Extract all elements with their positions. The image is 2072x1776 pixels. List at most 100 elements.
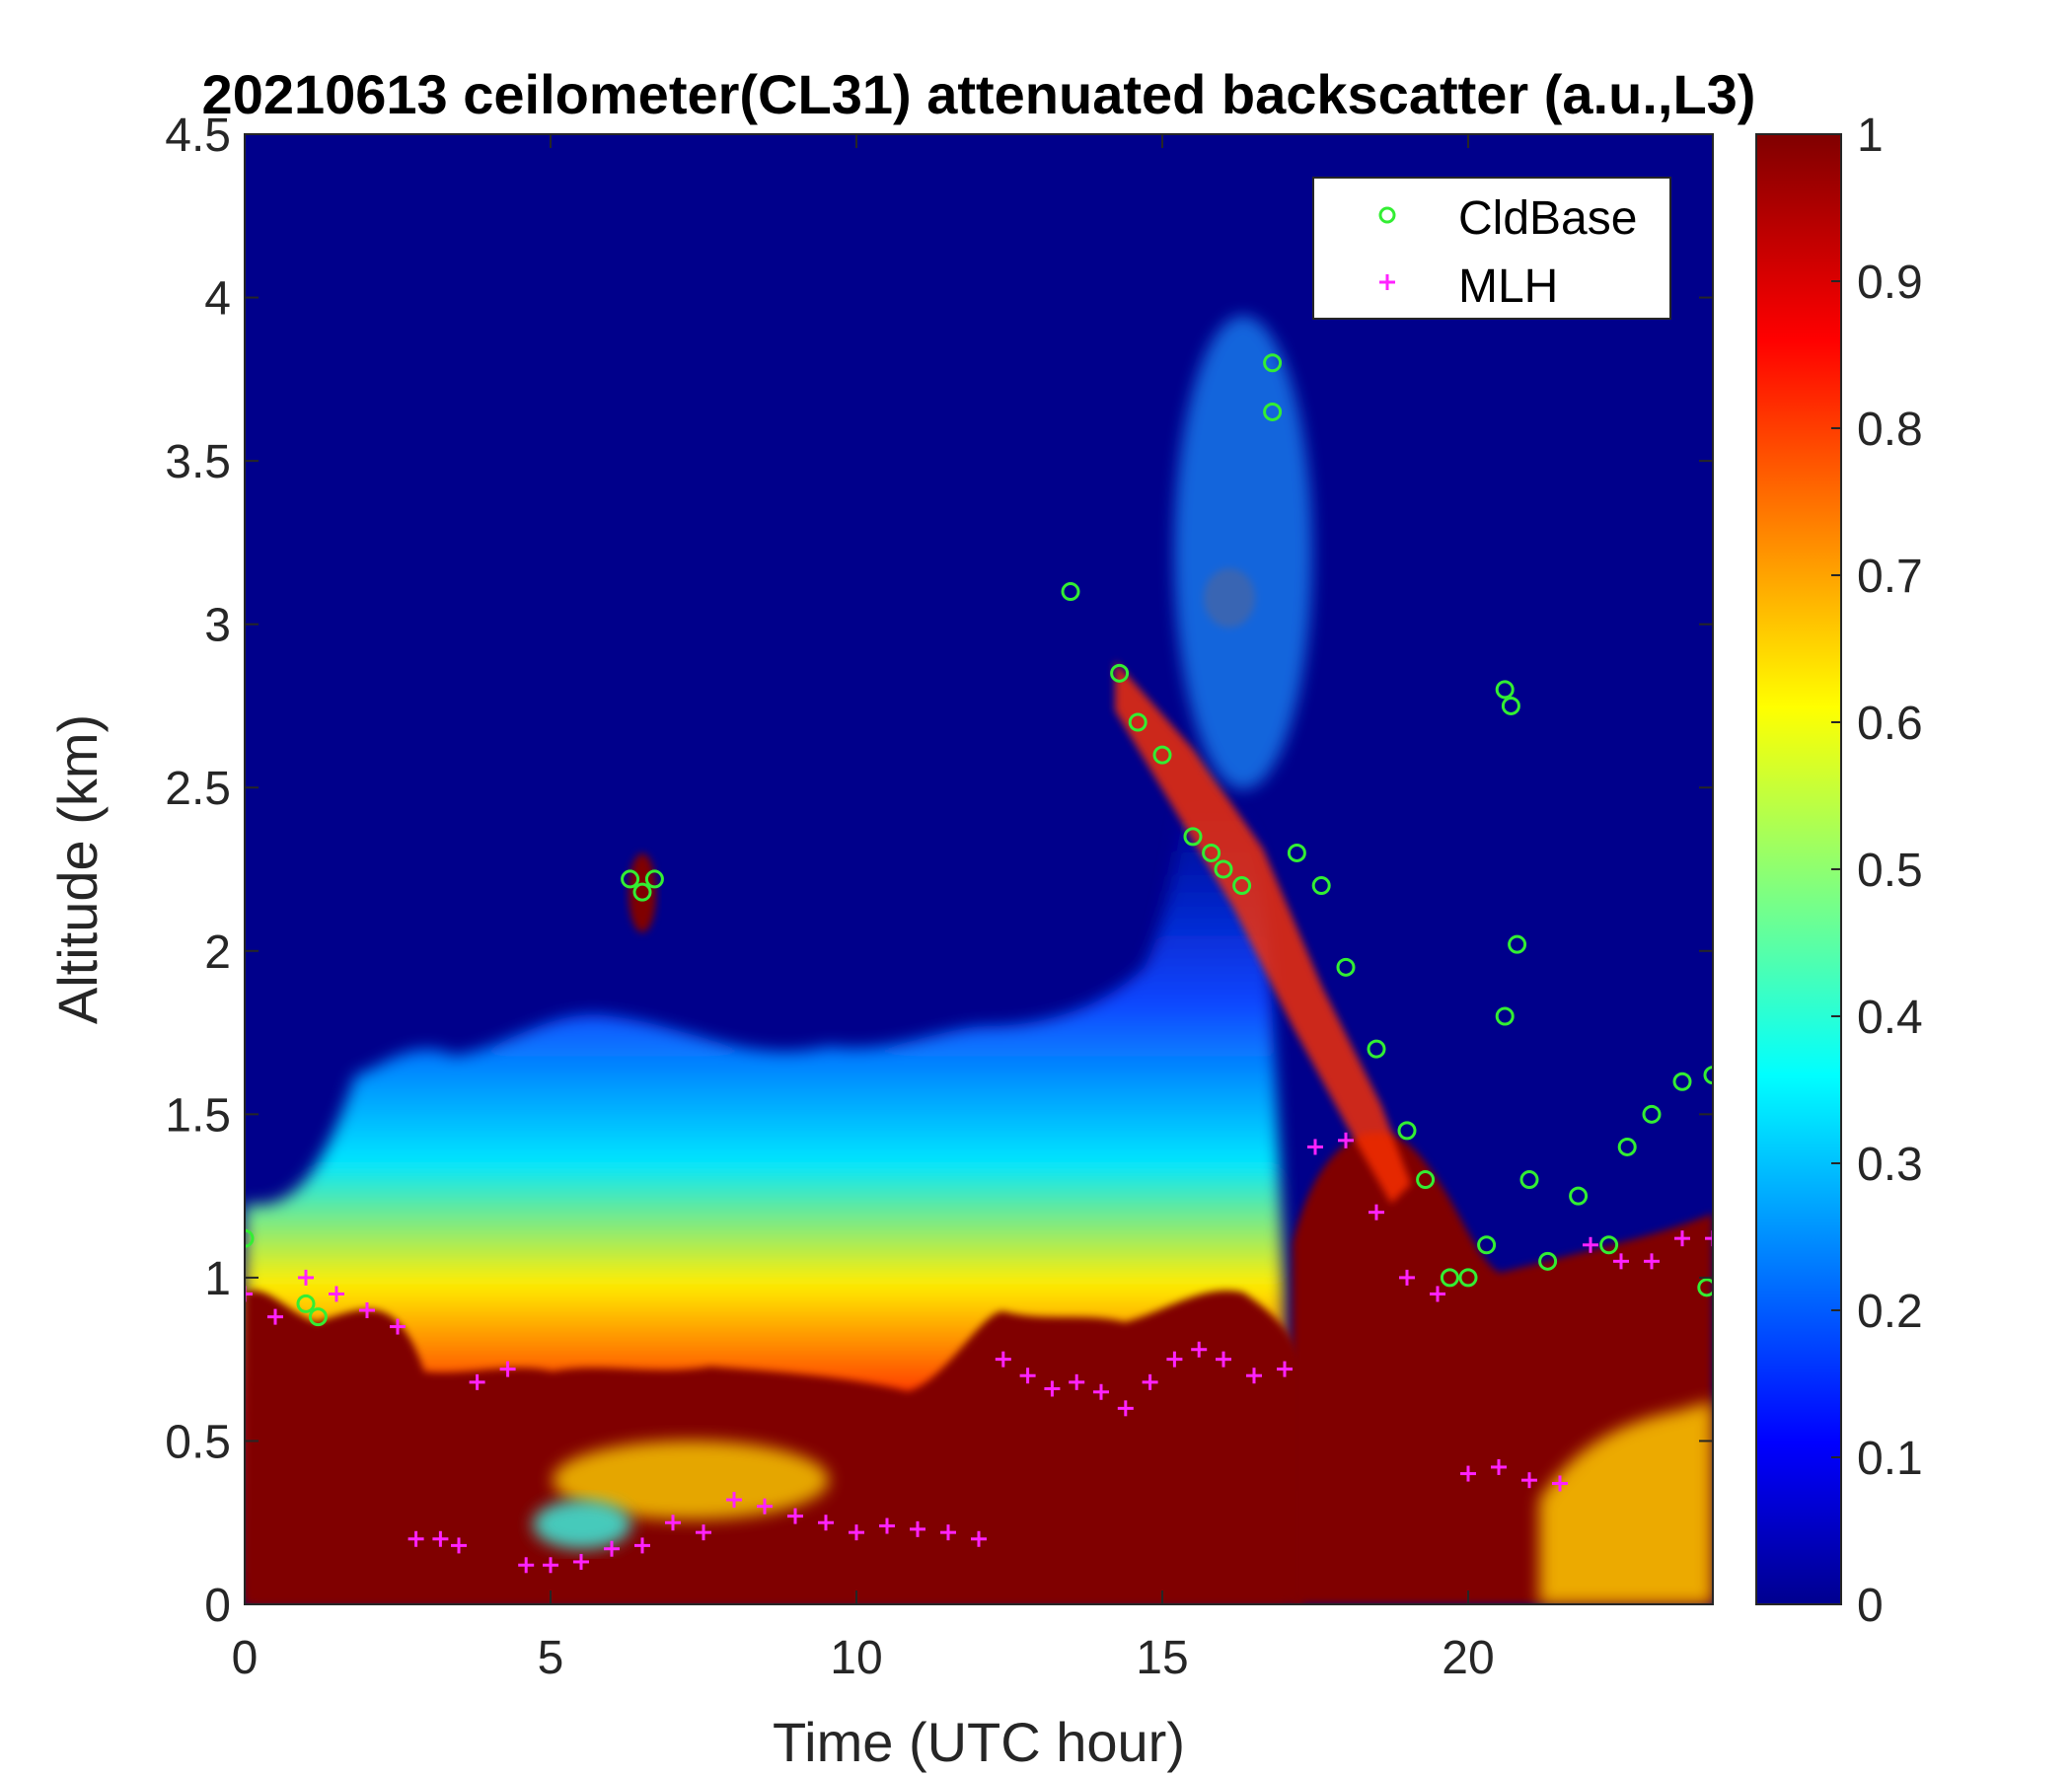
x-axis-ticks: 0 5 10 15 20: [232, 134, 1495, 1684]
colorbar-tick-label: 0.3: [1857, 1139, 1923, 1191]
cldbase-point: [308, 1307, 328, 1327]
colorbar-tick-label: 0: [1857, 1580, 1884, 1632]
mlh-point: [1093, 1383, 1109, 1400]
mlh-point: [1338, 1132, 1354, 1148]
cldbase-point: [1703, 1066, 1713, 1085]
cldbase-point: [1202, 843, 1221, 862]
cldbase-point: [245, 1228, 255, 1248]
mlh-point: [818, 1515, 834, 1531]
legend: CldBase MLH: [1312, 177, 1671, 320]
cloud-cell-early: [629, 853, 656, 932]
mlh-point: [1307, 1139, 1323, 1155]
mlh-point: [1166, 1351, 1183, 1368]
mlh-point: [390, 1318, 406, 1335]
mlh-point: [267, 1308, 283, 1325]
cldbase-point: [1232, 876, 1252, 896]
cldbase-point: [1697, 1278, 1713, 1297]
mlh-point: [1644, 1253, 1660, 1270]
colorbar-tick-label: 0.4: [1857, 992, 1923, 1044]
mlh-point: [1460, 1465, 1476, 1482]
mlh-point: [1613, 1253, 1629, 1270]
mlh-point: [432, 1530, 449, 1547]
colorbar-gradient: [1755, 133, 1842, 1605]
cldbase-point: [1672, 1072, 1692, 1091]
cldbase-point: [1152, 745, 1172, 765]
cloud-cell-cyan: [1174, 316, 1312, 789]
mlh-point: [665, 1515, 681, 1531]
cldbase-point: [1287, 843, 1306, 862]
cloud-band: [1115, 661, 1411, 1204]
colorbar-tick-label: 0.9: [1857, 257, 1923, 309]
y-tick-label: 1.5: [165, 1089, 231, 1142]
cldbase-point: [1263, 402, 1283, 421]
mlh-point: [879, 1517, 895, 1534]
cldbase-point: [621, 869, 640, 889]
cldbase-point: [1538, 1251, 1558, 1271]
mlh-point: [1674, 1230, 1690, 1247]
series-mlh: [245, 1132, 1713, 1574]
mlh-point: [1069, 1373, 1085, 1390]
aerosol-patch-cyan: [533, 1500, 631, 1549]
mlh-point: [1491, 1458, 1507, 1475]
cldbase-point: [1642, 1104, 1662, 1124]
cldbase-point: [1336, 957, 1356, 977]
mlh-point: [573, 1553, 589, 1570]
mlh-point: [696, 1524, 711, 1541]
mlh-point: [298, 1269, 314, 1286]
cldbase-point: [1477, 1235, 1497, 1255]
mlh-point: [329, 1286, 344, 1302]
mlh-point: [849, 1524, 864, 1541]
mlh-point: [604, 1540, 620, 1557]
legend-cldbase-label: CldBase: [1458, 192, 1637, 245]
mlh-point: [245, 1286, 253, 1302]
series-cldbase: [245, 353, 1713, 1327]
legend-cldbase-marker: [1378, 206, 1396, 224]
mlh-point: [995, 1351, 1011, 1368]
mlh-point: [543, 1557, 558, 1574]
mlh-point: [451, 1537, 467, 1554]
x-tick-label: 5: [538, 1632, 564, 1684]
cldbase-point: [1214, 859, 1233, 879]
mlh-point: [359, 1302, 375, 1318]
mlh-point: [1191, 1341, 1208, 1358]
y-tick-label: 2.5: [165, 763, 231, 815]
cldbase-point: [632, 882, 652, 902]
mlh-point: [1399, 1269, 1415, 1286]
heatmap-area: [245, 134, 1713, 1604]
mlh-point: [407, 1530, 424, 1547]
cldbase-point: [1367, 1039, 1386, 1059]
x-tick-label: 20: [1442, 1632, 1494, 1684]
cldbase-point: [1397, 1121, 1417, 1141]
aerosol-patch-yellow: [553, 1441, 829, 1519]
legend-mlh-label: MLH: [1458, 260, 1558, 313]
x-tick-label: 15: [1136, 1632, 1188, 1684]
colorbar-tick-label: 0.1: [1857, 1433, 1923, 1485]
cldbase-point: [1569, 1186, 1589, 1206]
cldbase-point: [1617, 1137, 1637, 1156]
mlh-point: [726, 1492, 742, 1509]
y-tick-label: 4.5: [165, 110, 231, 162]
y-tick-label: 3: [204, 600, 231, 652]
x-tick-label: 10: [830, 1632, 882, 1684]
mlh-point: [940, 1524, 956, 1541]
cldbase-point: [1263, 353, 1283, 373]
colorbar-tick-label: 0.8: [1857, 404, 1923, 456]
plot-frame: [244, 133, 1714, 1605]
mlh-point: [1705, 1230, 1713, 1247]
cldbase-point: [1501, 696, 1520, 715]
cldbase-point: [1440, 1268, 1459, 1288]
y-tick-label: 3.5: [165, 436, 231, 488]
cldbase-point: [1183, 827, 1203, 847]
mlh-point: [1142, 1373, 1158, 1390]
legend-mlh-marker: [1379, 274, 1395, 290]
y-axis-ticks: 0 0.5 1 1.5 2 2.5 3 3.5 4 4.5: [165, 110, 1713, 1632]
colorbar-tick-label: 0.2: [1857, 1286, 1923, 1338]
mlh-point: [1044, 1380, 1061, 1397]
cldbase-point: [1495, 680, 1515, 700]
colorbar-ticks: 0 0.1 0.2 0.3 0.4 0.5 0.6 0.7 0.8 0.9 1: [1831, 110, 1923, 1632]
mlh-point: [971, 1530, 987, 1547]
mlh-point: [1521, 1472, 1537, 1489]
cldbase-point: [1458, 1268, 1478, 1288]
cldbase-point: [1599, 1235, 1619, 1255]
